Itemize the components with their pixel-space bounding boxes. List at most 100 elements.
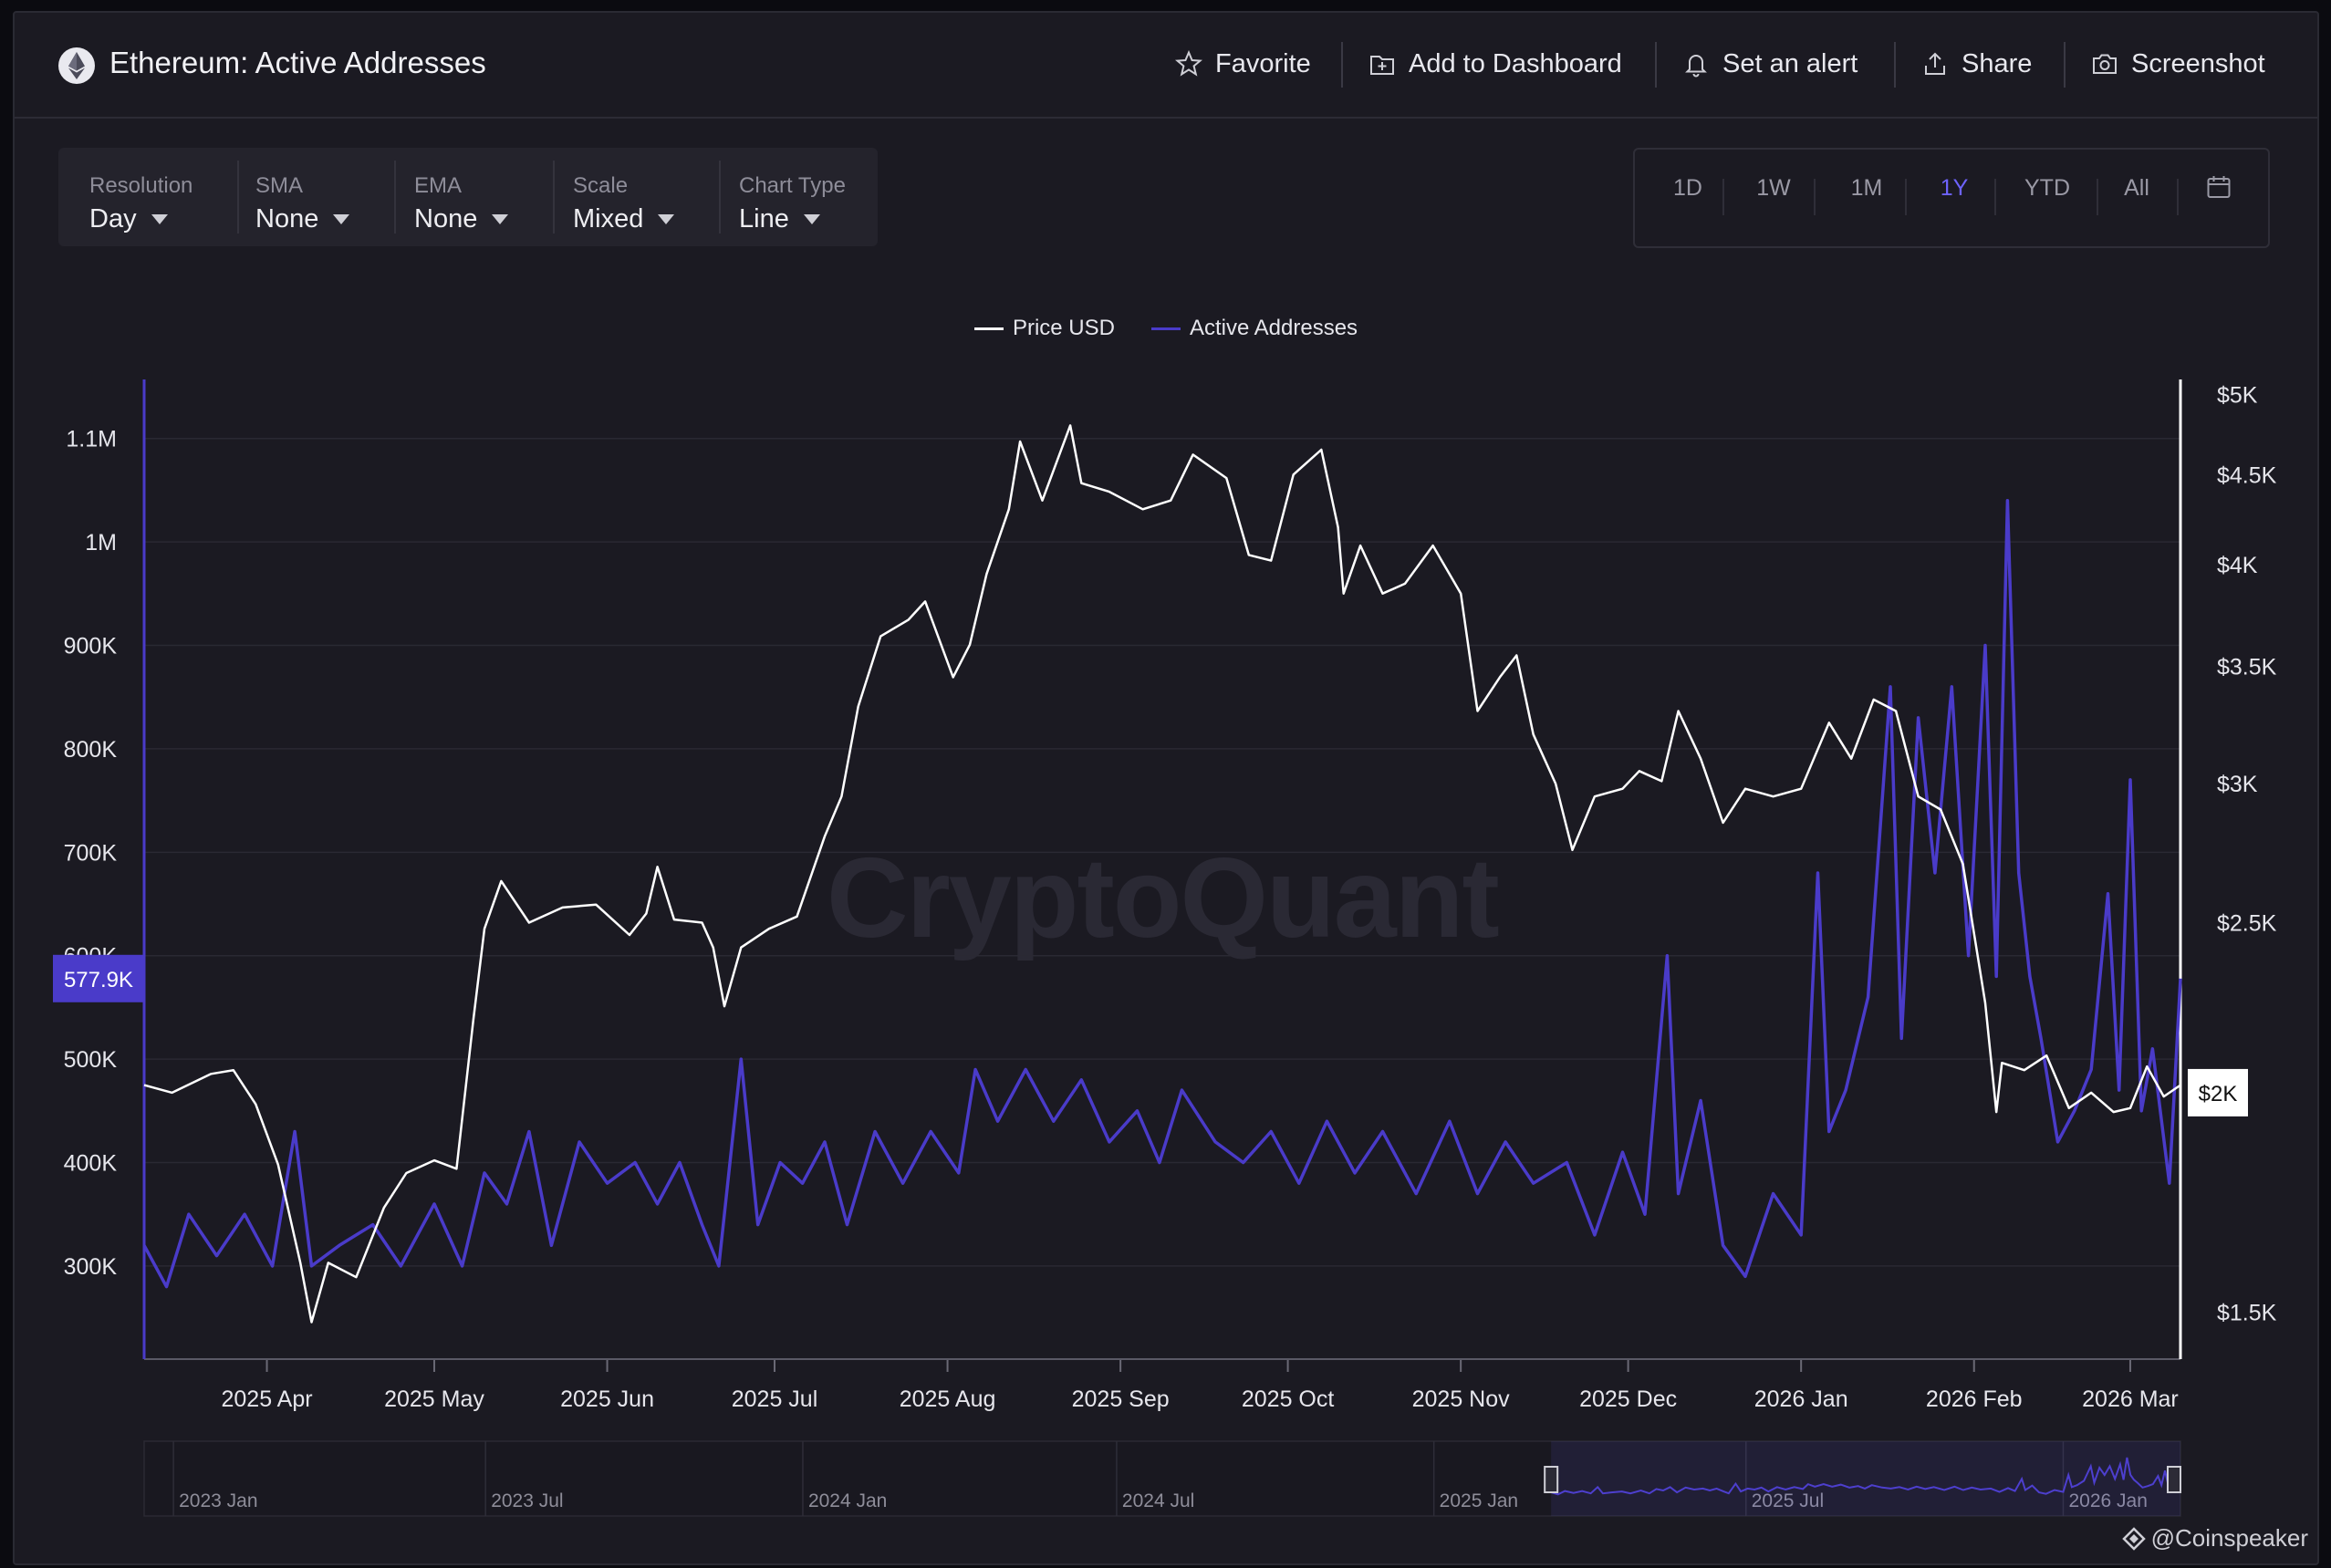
header-divider: [1894, 42, 1896, 88]
bell-icon: [1685, 55, 1707, 78]
resolution-value: Day: [89, 204, 168, 234]
chart-header: Ethereum: Active Addresses Favorite Add …: [15, 13, 2317, 119]
legend-label-active-addresses: Active Addresses: [1189, 316, 1358, 340]
y-right-tick-label: $2.5K: [2217, 910, 2277, 936]
control-divider: [719, 161, 721, 234]
current-value-left: 577.9K: [64, 968, 133, 992]
range-1m-button[interactable]: 1M: [1850, 175, 1883, 201]
x-tick-label: 2025 Jun: [560, 1386, 654, 1412]
range-ytd-button[interactable]: YTD: [2024, 175, 2070, 201]
legend-label-price: Price USD: [1012, 316, 1115, 340]
series-line-price-usd: [143, 424, 2181, 1324]
sma-value: None: [255, 204, 350, 234]
legend-item-active-addresses[interactable]: Active Addresses: [1150, 316, 1358, 341]
legend-item-price-usd[interactable]: Price USD: [973, 316, 1115, 341]
range-divider: [1994, 179, 1996, 215]
set-alert-label: Set an alert: [1722, 48, 1858, 78]
current-value-right: $2K: [2199, 1082, 2238, 1106]
x-tick-label: 2025 Nov: [1412, 1386, 1511, 1412]
scale-label: Scale: [573, 173, 629, 198]
navigator-tick-label: 2024 Jul: [1122, 1490, 1194, 1511]
sma-label: SMA: [255, 173, 304, 198]
favorite-label: Favorite: [1215, 48, 1311, 78]
calendar-icon: [2207, 176, 2231, 198]
y-left-tick-label: 800K: [64, 737, 118, 763]
y-right-tick-label: $3.5K: [2217, 654, 2277, 680]
ema-label: EMA: [414, 173, 463, 198]
y-right-tick-label: $3K: [2217, 772, 2258, 797]
x-tick-label: 2026 Jan: [1754, 1386, 1848, 1412]
chart-controls: Resolution Day SMA None EMA None Scale M…: [58, 148, 878, 246]
header-divider: [1655, 42, 1657, 88]
chevron-down-icon: [333, 214, 350, 224]
series-line-active-addresses: [142, 498, 2182, 1289]
page-title: Ethereum: Active Addresses: [109, 46, 486, 79]
control-divider: [237, 161, 239, 234]
control-divider: [394, 161, 396, 234]
range-all-button[interactable]: All: [2124, 175, 2149, 201]
chart-type-value-text: Line: [739, 204, 789, 234]
ema-value-text: None: [414, 204, 478, 234]
y-left-tick-label: 700K: [64, 840, 118, 866]
chart-canvas: 300K400K500K600K700K800K900K1M1.1M$1.5K$…: [53, 379, 2277, 1517]
navigator-selection: [1551, 1441, 2180, 1516]
chevron-down-icon: [151, 214, 168, 224]
calendar-button[interactable]: [2201, 173, 2237, 207]
y-left-tick-label: 500K: [64, 1047, 118, 1073]
y-left-tick-label: 1.1M: [66, 427, 117, 452]
x-tick-label: 2025 Aug: [900, 1386, 996, 1412]
add-to-dashboard-label: Add to Dashboard: [1409, 48, 1622, 78]
coinspeaker-logo-icon: [2121, 1526, 2146, 1551]
range-divider: [1814, 179, 1816, 215]
current-value-badge-right: [2188, 1068, 2248, 1116]
screenshot-button[interactable]: Screenshot: [2091, 46, 2265, 82]
range-divider: [1905, 179, 1907, 215]
favorite-button[interactable]: Favorite: [1175, 46, 1311, 82]
chevron-down-icon: [658, 214, 675, 224]
range-1d-button[interactable]: 1D: [1673, 175, 1702, 201]
x-tick-label: 2025 Oct: [1242, 1386, 1335, 1412]
chart-panel: Ethereum: Active Addresses Favorite Add …: [13, 11, 2319, 1565]
x-tick-label: 2025 Dec: [1579, 1386, 1677, 1412]
navigator-tick-label: 2024 Jan: [808, 1490, 887, 1511]
screenshot-label: Screenshot: [2131, 48, 2265, 78]
y-right-tick-label: $4.5K: [2217, 462, 2277, 488]
y-right-tick-label: $5K: [2217, 382, 2258, 408]
y-left-tick-label: 300K: [64, 1254, 118, 1280]
chart-type-label: Chart Type: [739, 173, 846, 198]
credit-text: @Coinspeaker: [2150, 1524, 2308, 1552]
chart-type-value: Line: [739, 204, 820, 234]
credit: @Coinspeaker: [2121, 1524, 2308, 1552]
chevron-down-icon: [803, 214, 820, 224]
legend-swatch-active-addresses: [1150, 327, 1181, 330]
sma-value-text: None: [255, 204, 319, 234]
range-divider: [2177, 179, 2179, 215]
ethereum-icon: [58, 47, 95, 84]
scale-value-text: Mixed: [573, 204, 644, 234]
x-tick-label: 2025 Jul: [732, 1386, 818, 1412]
navigator-handle-left[interactable]: [1544, 1466, 1559, 1493]
header-divider: [2064, 42, 2066, 88]
current-value-badge-left: [53, 954, 144, 1002]
x-tick-label: 2026 Feb: [1926, 1386, 2023, 1412]
navigator: [143, 1440, 2181, 1517]
navigator-tick-label: 2025 Jul: [1752, 1490, 1824, 1511]
set-alert-button[interactable]: Set an alert: [1682, 46, 1858, 82]
dashboard-add-icon: [1370, 56, 1394, 75]
share-button[interactable]: Share: [1921, 46, 2032, 82]
chevron-down-icon: [492, 214, 509, 224]
y-left-tick-label: 400K: [64, 1151, 118, 1177]
add-to-dashboard-button[interactable]: Add to Dashboard: [1368, 46, 1622, 82]
range-1y-button[interactable]: 1Y: [1940, 175, 1969, 201]
range-selector: 1D 1W 1M 1Y YTD All: [1633, 148, 2270, 248]
star-icon: [1175, 50, 1202, 77]
legend-swatch-price: [973, 327, 1004, 330]
chart-legend: Price USD Active Addresses: [15, 310, 2317, 347]
range-1w-button[interactable]: 1W: [1756, 175, 1791, 201]
navigator-tick-label: 2023 Jul: [491, 1490, 563, 1511]
navigator-tick-label: 2025 Jan: [1440, 1490, 1518, 1511]
navigator-handle-right[interactable]: [2167, 1466, 2181, 1493]
navigator-series-line: [1550, 1457, 2181, 1496]
camera-icon: [2093, 54, 2117, 74]
watermark: CryptoQuant: [827, 836, 1500, 961]
